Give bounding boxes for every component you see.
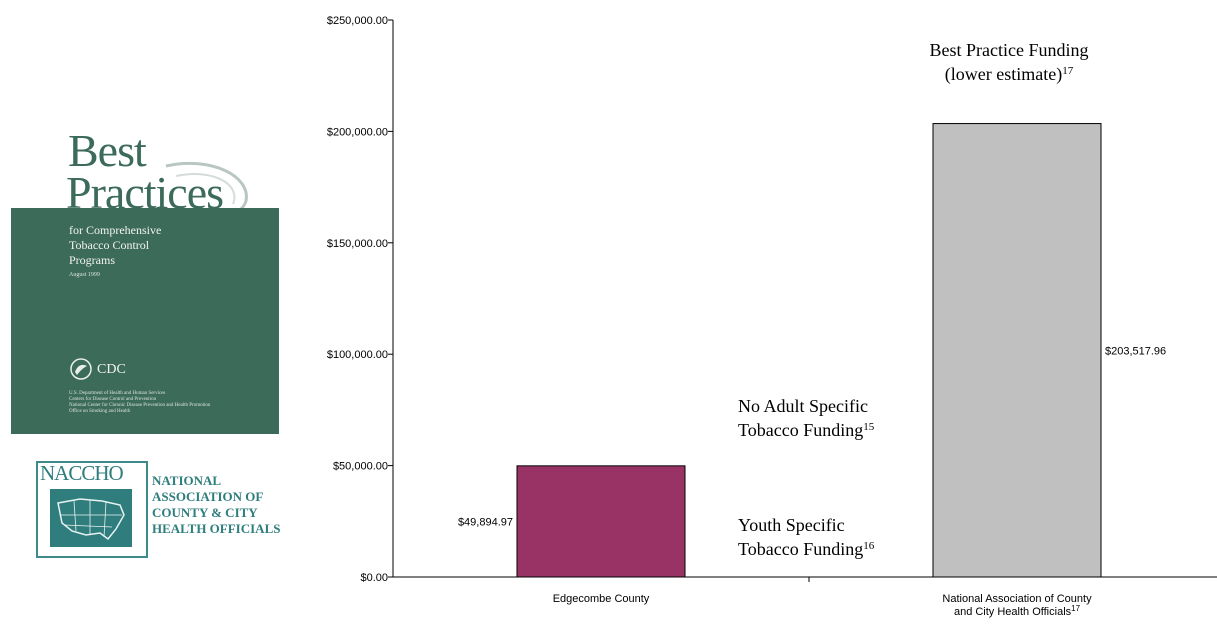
naccho-name-line: HEALTH OFFICIALS — [152, 521, 281, 536]
annotations: No Adult Specific Tobacco Funding15 Youth … — [738, 40, 1088, 559]
naccho-abbr: NACCHO — [40, 461, 124, 485]
value-label: $49,894.97 — [458, 516, 513, 528]
annotation-line: (lower estimate)17 — [945, 64, 1074, 85]
cover-subtitle: for Comprehensive Tobacco Control Progra… — [69, 223, 161, 268]
category-label: and City Health Officials17 — [954, 604, 1081, 619]
value-labels: $49,894.97 $203,517.96 — [458, 345, 1166, 528]
value-label: $203,517.96 — [1105, 345, 1166, 357]
bars — [516, 123, 1102, 578]
y-tick-label: $50,000.00 — [333, 461, 388, 473]
naccho-name-line: NATIONAL — [152, 473, 222, 488]
y-axis: $0.00 $50,000.00 $100,000.00 $150,000.00 $20… — [327, 15, 394, 584]
annotation-line: Youth Specific — [738, 515, 845, 535]
bar-1 — [932, 123, 1102, 578]
category-labels: Edgecombe County National Association of … — [553, 593, 1092, 618]
cover-title-line2: Practices — [66, 167, 224, 218]
y-tick-label: $150,000.00 — [327, 238, 388, 250]
best-practices-cover-image: Best Practices for Comprehensive Tobacco… — [11, 96, 279, 434]
annotation-superscript: 15 — [863, 421, 875, 433]
cover-title-line1: Best — [68, 125, 147, 176]
bar-0 — [516, 465, 686, 578]
cover-fine-line: Office on Smoking and Health — [69, 409, 131, 414]
naccho-frame: NACCHO — [36, 461, 148, 558]
cover-date: August 1999 — [69, 272, 100, 278]
annotation-superscript: 17 — [1062, 65, 1074, 77]
annotation-line: Tobacco Funding16 — [738, 539, 875, 559]
cover-agency: CDC — [97, 362, 126, 377]
annotation-line: Best Practice Funding — [930, 40, 1089, 60]
us-map-outline-icon — [57, 498, 125, 541]
naccho-logo: NACCHO NATIONAL ASSOCIATION OF COUNTY & … — [36, 461, 296, 558]
hhs-eagle-icon — [70, 358, 92, 380]
us-map-icon — [50, 489, 132, 547]
category-superscript: 17 — [1071, 604, 1080, 613]
cover-fine-line: Centers for Disease Control and Preventi… — [69, 397, 157, 402]
x-axis — [393, 576, 1217, 582]
annotation-superscript: 16 — [863, 540, 875, 552]
category-label: Edgecombe County — [553, 593, 650, 605]
naccho-name-line: ASSOCIATION OF — [152, 489, 264, 504]
category-label: National Association of County — [942, 593, 1092, 605]
y-tick-label: $250,000.00 — [327, 15, 388, 27]
cover-green-panel — [11, 208, 279, 434]
naccho-name-line: COUNTY & CITY — [152, 505, 258, 520]
cover-fine-print: U.S. Department of Health and Human Serv… — [69, 391, 269, 415]
y-tick-label: $100,000.00 — [327, 349, 388, 361]
cover-fine-line: National Center for Chronic Disease Prev… — [69, 403, 211, 408]
y-tick-label: $0.00 — [360, 572, 388, 584]
cover-top — [11, 96, 279, 208]
y-tick-label: $200,000.00 — [327, 126, 388, 138]
cover-fine-line: U.S. Department of Health and Human Serv… — [69, 391, 166, 396]
cover-subtitle-line: for Comprehensive — [69, 223, 162, 237]
annotation-line: Tobacco Funding15 — [738, 420, 875, 440]
cover-subtitle-line: Programs — [69, 253, 115, 267]
annotation-line: No Adult Specific — [738, 396, 868, 416]
naccho-name: NATIONAL ASSOCIATION OF COUNTY & CITY HE… — [152, 473, 280, 537]
cover-subtitle-line: Tobacco Control — [69, 238, 150, 252]
